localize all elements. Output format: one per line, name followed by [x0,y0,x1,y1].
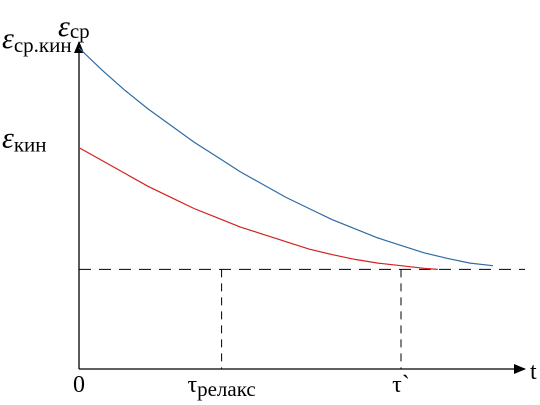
series-line-1 [78,147,438,270]
tick-guides [221,269,402,369]
x-tick-label-0: 0 [73,372,85,398]
x-tick-label-2: τ` [392,372,410,398]
y-labels: εср.кин εкин [2,22,72,157]
y-axis-label: εср [58,10,90,43]
series-line-0 [78,47,494,267]
x-tick-label-1: τрелакс [187,372,255,401]
x-axis-label: t [530,359,537,385]
y-label-1: εкин [2,122,47,157]
y-label-0: εср.кин [2,22,72,57]
x-tick-labels: 0 τрелакс τ` [73,372,410,401]
series-group [78,47,494,270]
